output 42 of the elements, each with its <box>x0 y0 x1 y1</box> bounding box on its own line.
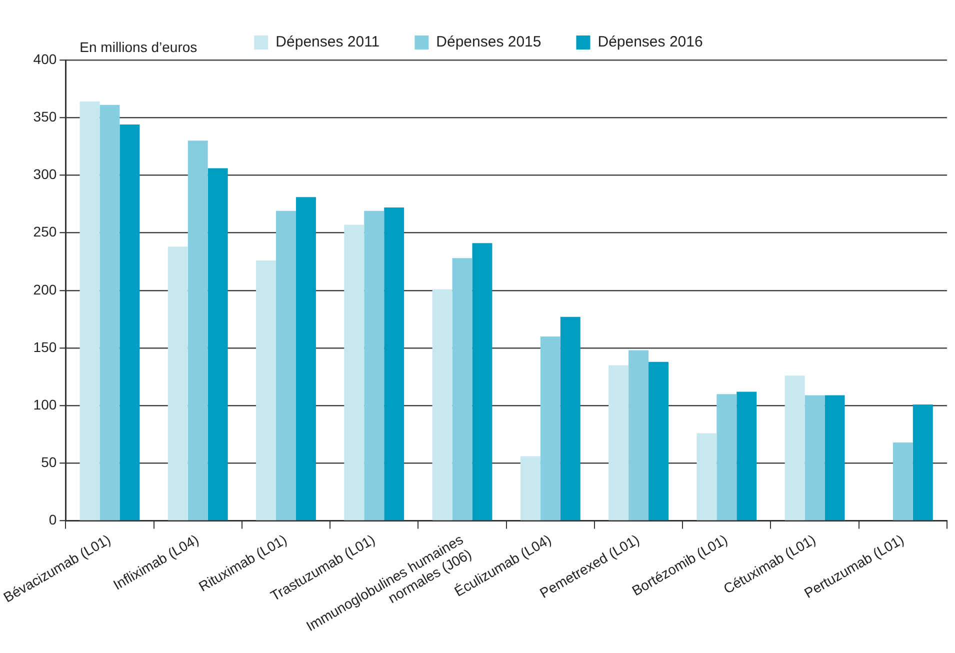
bar <box>784 376 805 520</box>
bar <box>208 168 228 520</box>
bar <box>276 210 296 520</box>
bar <box>912 404 933 520</box>
bar <box>892 442 913 520</box>
bar <box>520 456 540 520</box>
y-tick-label: 100 <box>33 396 57 412</box>
y-tick-label: 350 <box>33 108 57 124</box>
y-tick-label: 150 <box>33 338 57 355</box>
legend-label: Dépenses 2011 <box>276 34 380 51</box>
y-axis-title: En millions d’euros <box>80 38 198 55</box>
bar <box>804 395 825 520</box>
legend-label: Dépenses 2016 <box>598 34 703 51</box>
bar <box>344 224 364 520</box>
y-tick-label: 400 <box>33 50 57 67</box>
y-tick-label: 50 <box>41 454 57 470</box>
bar <box>560 316 580 520</box>
y-tick-label: 250 <box>33 224 57 240</box>
y-tick-label: 200 <box>33 281 57 298</box>
bar <box>296 197 316 520</box>
bar <box>648 362 668 520</box>
legend-label: Dépenses 2015 <box>436 34 542 51</box>
bar <box>696 433 717 520</box>
bar <box>120 124 140 520</box>
bar <box>384 207 404 520</box>
bar <box>628 350 649 520</box>
bar <box>80 101 100 520</box>
bar <box>540 336 560 520</box>
bar <box>364 210 384 520</box>
bar <box>472 243 492 520</box>
bar <box>824 395 845 520</box>
y-tick-label: 0 <box>48 512 57 528</box>
bar <box>608 365 629 520</box>
bar <box>168 246 188 520</box>
bar <box>736 392 757 520</box>
bar <box>716 394 737 520</box>
bar <box>100 104 120 520</box>
y-tick-label: 300 <box>33 166 57 182</box>
bar <box>432 289 452 520</box>
bar <box>188 140 208 520</box>
bar <box>256 260 276 520</box>
bar <box>452 258 472 520</box>
